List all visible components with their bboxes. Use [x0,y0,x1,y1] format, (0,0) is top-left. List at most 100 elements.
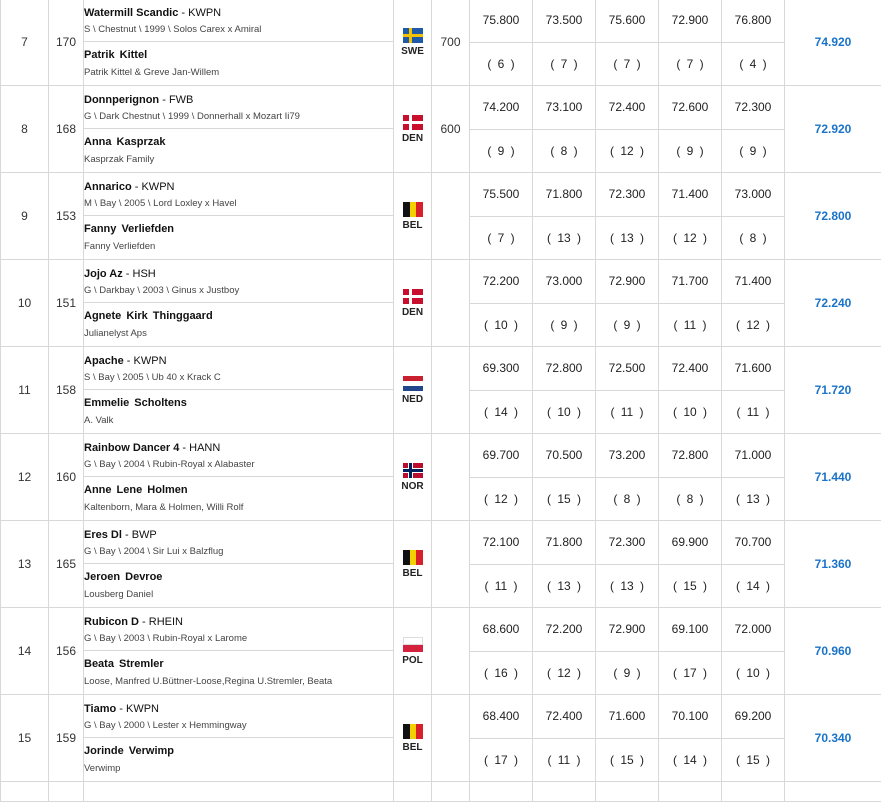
rank-cell: 7 [1,0,49,86]
judge-score: 72.200 [470,260,532,304]
judge-score: 73.000 [533,260,595,304]
horse-name[interactable]: Tiamo [84,703,116,715]
judge-score-cell: 73.200 ( 8 ) [596,434,659,521]
judge-score-cell: 69.200 ( 15 ) [722,695,785,782]
prize-money-cell [432,173,470,260]
total-score[interactable]: 71.720 [785,347,881,434]
judge-score: 68.400 [470,695,532,739]
total-score[interactable]: 74.920 [785,0,881,86]
judge-rank: ( 12 ) [722,304,784,346]
rider-name[interactable]: Beata Stremler [84,658,393,670]
judge-score-cell: 72.300 ( 13 ) [596,521,659,608]
judge-score: 71.400 [659,173,721,217]
judge-score: 72.600 [659,86,721,130]
rider-name[interactable]: Fanny Verliefden [84,223,393,235]
judge-rank: ( 14 ) [722,565,784,607]
horse-name[interactable]: Watermill Scandic [84,7,178,19]
judge-rank: ( 17 ) [659,652,721,694]
horse-studbook: BWP [132,529,157,541]
judge-rank: ( 14 ) [470,391,532,433]
horse-name[interactable]: Donnperignon [84,94,159,106]
judge-score: 73.000 [722,173,784,217]
judge-score-cell: 71.600 ( 11 ) [722,347,785,434]
horse-studbook: FWB [169,94,193,106]
total-score[interactable]: 72.800 [785,173,881,260]
horse-studbook: HSH [133,268,156,280]
judge-score-cell: 75.600 ( 7 ) [596,0,659,86]
studbook-separator: - [123,268,133,280]
horse-info: Annarico - KWPN M \ Bay \ 2005 \ Lord Lo… [84,173,393,216]
judge-rank: ( 13 ) [722,478,784,520]
total-score[interactable]: 72.240 [785,260,881,347]
rank-cell: 10 [1,260,49,347]
owner-name: Verwimp [84,763,393,774]
rider-info: Patrik Kittel Patrik Kittel & Greve Jan-… [84,42,393,85]
rider-name[interactable]: Patrik Kittel [84,49,393,61]
nation-code: BEL [394,220,431,231]
judge-rank: ( 15 ) [596,739,658,781]
horse-details: G \ Bay \ 2004 \ Rubin-Royal x Alabaster [84,459,393,470]
judge-score: 72.400 [533,695,595,739]
horse-studbook: KWPN [188,7,221,19]
horse-details: G \ Darkbay \ 2003 \ Ginus x Justboy [84,285,393,296]
horse-name[interactable]: Rubicon D [84,616,139,628]
horse-name[interactable]: Eres Dl [84,529,122,541]
rider-info: Jeroen Devroe Lousberg Daniel [84,564,393,607]
rider-name[interactable]: Anne Lene Holmen [84,484,393,496]
studbook-separator: - [179,442,189,454]
horse-info: Rubicon D - RHEIN G \ Bay \ 2003 \ Rubin… [84,608,393,651]
rank-cell: 13 [1,521,49,608]
rider-name[interactable]: Jorinde Verwimp [84,745,393,757]
judge-rank: ( 11 ) [596,391,658,433]
rider-info: Anna Kasprzak Kasprzak Family [84,129,393,172]
judge-score-cell: 72.900 ( 9 ) [596,608,659,695]
rider-info: Jorinde Verwimp Verwimp [84,738,393,781]
horse-details: G \ Bay \ 2000 \ Lester x Hemmingway [84,720,393,731]
judge-score-cell: 75.800 ( 6 ) [470,0,533,86]
horse-rider-cell: Watermill Scandic - KWPN S \ Chestnut \ … [84,0,394,86]
judge-rank: ( 13 ) [596,217,658,259]
judge-score-cell: 76.800 ( 4 ) [722,0,785,86]
judge-score: 71.000 [722,434,784,478]
judge-score-cell: 71.700 ( 11 ) [659,260,722,347]
rank-cell: 8 [1,86,49,173]
bel-flag-icon [403,724,423,739]
judge-score-cell: 74.200 ( 9 ) [470,86,533,173]
total-score[interactable]: 71.360 [785,521,881,608]
judge-score: 70.500 [533,434,595,478]
horse-name[interactable]: Rainbow Dancer 4 [84,442,179,454]
nation-code: POL [394,655,431,666]
total-score[interactable]: 72.920 [785,86,881,173]
judge-rank: ( 11 ) [659,304,721,346]
judge-score: 70.700 [722,521,784,565]
start-number-cell: 151 [49,260,84,347]
start-number-cell: 156 [49,608,84,695]
rank-cell: 12 [1,434,49,521]
rank-cell: 14 [1,608,49,695]
rider-name[interactable]: Jeroen Devroe [84,571,393,583]
horse-name[interactable]: Jojo Az [84,268,123,280]
total-score[interactable]: 70.960 [785,608,881,695]
judge-rank: ( 11 ) [533,739,595,781]
horse-details: G \ Bay \ 2004 \ Sir Lui x Balzflug [84,546,393,557]
studbook-separator: - [132,181,142,193]
judge-rank: ( 9 ) [596,652,658,694]
judge-score-cell: 72.400 ( 10 ) [659,347,722,434]
nation-cell: NED [394,347,432,434]
rider-name[interactable]: Emmelie Scholtens [84,397,393,409]
judge-rank: ( 12 ) [470,478,532,520]
judge-score-cell: 72.200 ( 10 ) [470,260,533,347]
judge-score-cell: 70.500 ( 15 ) [533,434,596,521]
total-score[interactable]: 70.340 [785,695,881,782]
horse-name[interactable]: Apache [84,355,124,367]
rider-name[interactable]: Agnete Kirk Thinggaard [84,310,393,322]
nation-cell: BEL [394,173,432,260]
studbook-separator: - [178,7,188,19]
rider-name[interactable]: Anna Kasprzak [84,136,393,148]
total-score[interactable]: 71.440 [785,434,881,521]
judge-rank: ( 8 ) [596,478,658,520]
horse-name[interactable]: Annarico [84,181,132,193]
judge-rank: ( 16 ) [470,652,532,694]
